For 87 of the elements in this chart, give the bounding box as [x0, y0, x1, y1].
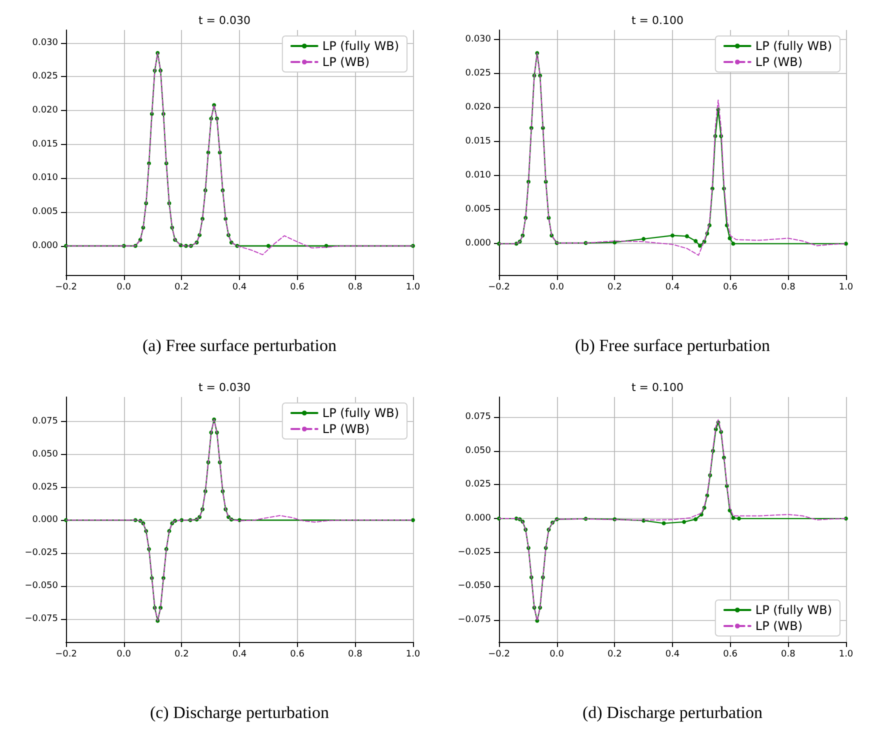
- point: [682, 520, 686, 524]
- x-tick-label: 1.0: [406, 650, 420, 660]
- legend-label: LP (WB): [755, 55, 803, 69]
- x-axis-title: (a) Free surface perturbation: [142, 336, 337, 355]
- y-tick-label: 0.015: [32, 139, 58, 150]
- point: [684, 234, 689, 238]
- y-tick-label: 0.000: [465, 514, 492, 524]
- x-tick-label: 0.2: [608, 650, 622, 660]
- x-tick-label: 0.8: [348, 282, 363, 292]
- point: [670, 234, 674, 238]
- legend-label: LP (fully WB): [322, 39, 400, 53]
- legend-label: LP (fully WB): [322, 406, 400, 420]
- point: [266, 244, 270, 248]
- y-tick-label: 0.020: [465, 102, 492, 113]
- y-tick-label: 0.010: [32, 173, 58, 184]
- x-tick-label: 0.4: [665, 650, 680, 660]
- x-tick-label: 0.2: [174, 282, 189, 292]
- legend-label: LP (WB): [755, 619, 803, 633]
- x-axis-title: (b) Free surface perturbation: [575, 336, 770, 355]
- x-tick-label: 0.0: [550, 282, 564, 292]
- x-tick-label: 0.2: [174, 650, 189, 660]
- y-tick-label: 0.030: [32, 38, 58, 48]
- y-tick-label: 0.030: [465, 34, 492, 45]
- y-tick-label: 0.025: [32, 72, 58, 82]
- x-tick-label: 1.0: [838, 282, 854, 292]
- y-tick-label: −0.025: [24, 548, 58, 558]
- point: [694, 517, 698, 522]
- y-tick-label: 0.010: [465, 170, 492, 181]
- x-tick-label: −0.2: [488, 282, 510, 292]
- point: [737, 516, 742, 521]
- x-tick-label: 0.4: [232, 650, 247, 660]
- x-tick-label: 1.0: [838, 650, 854, 660]
- x-tick-label: 0.0: [116, 650, 132, 660]
- y-tick-label: 0.000: [32, 240, 58, 251]
- y-tick-label: 0.050: [32, 449, 58, 460]
- chart-title: t = 0.030: [198, 14, 251, 27]
- y-tick-label: 0.000: [465, 238, 492, 249]
- y-tick-label: 0.075: [32, 416, 58, 426]
- point: [844, 242, 848, 246]
- x-tick-label: 0.8: [781, 650, 796, 660]
- x-tick-label: 0.4: [232, 282, 247, 292]
- x-axis-title: (c) Discharge perturbation: [150, 703, 330, 722]
- point: [642, 236, 646, 241]
- x-tick-label: 0.2: [608, 282, 622, 292]
- x-tick-label: 0.0: [116, 282, 132, 292]
- x-tick-label: 0.6: [723, 282, 738, 292]
- y-tick-label: 0.005: [465, 204, 491, 215]
- x-tick-label: 0.8: [781, 282, 796, 292]
- y-tick-label: 0.015: [465, 136, 491, 147]
- y-tick-label: −0.075: [458, 615, 491, 626]
- x-tick-label: 0.4: [665, 282, 680, 292]
- point: [411, 518, 415, 522]
- y-tick-label: 0.025: [465, 68, 491, 79]
- y-tick-label: 0.000: [32, 515, 58, 526]
- x-axis-title: (d) Discharge perturbation: [582, 703, 764, 722]
- y-tick-label: 0.025: [32, 482, 58, 492]
- chart-title: t = 0.030: [198, 381, 251, 394]
- x-tick-label: −0.2: [55, 650, 77, 660]
- x-tick-label: 0.6: [290, 282, 305, 292]
- point: [698, 244, 702, 248]
- y-tick-label: 0.025: [465, 480, 491, 490]
- y-tick-label: −0.075: [24, 614, 58, 624]
- x-tick-label: 0.8: [348, 650, 363, 660]
- chart-title: t = 0.100: [631, 14, 684, 27]
- y-tick-label: 0.020: [32, 106, 58, 116]
- chart-title: t = 0.100: [631, 381, 684, 394]
- legend-label: LP (fully WB): [755, 39, 832, 53]
- x-tick-label: 0.6: [723, 650, 738, 660]
- y-tick-label: 0.005: [32, 207, 58, 218]
- y-tick-label: −0.050: [24, 580, 58, 591]
- x-tick-label: 0.0: [550, 650, 564, 660]
- y-tick-label: −0.050: [458, 581, 492, 592]
- x-tick-label: 0.6: [290, 650, 305, 660]
- legend-label: LP (WB): [322, 422, 370, 436]
- y-tick-label: 0.050: [465, 446, 492, 456]
- y-tick-label: 0.075: [465, 412, 491, 422]
- y-tick-label: −0.025: [458, 547, 491, 558]
- point: [662, 521, 666, 526]
- point: [694, 238, 698, 243]
- x-tick-label: 1.0: [406, 282, 420, 292]
- legend-label: LP (fully WB): [755, 603, 832, 617]
- x-tick-label: −0.2: [488, 650, 510, 660]
- legend-label: LP (WB): [322, 55, 370, 69]
- point: [728, 236, 732, 240]
- x-tick-label: −0.2: [55, 282, 77, 292]
- point: [731, 516, 736, 520]
- point: [731, 242, 736, 246]
